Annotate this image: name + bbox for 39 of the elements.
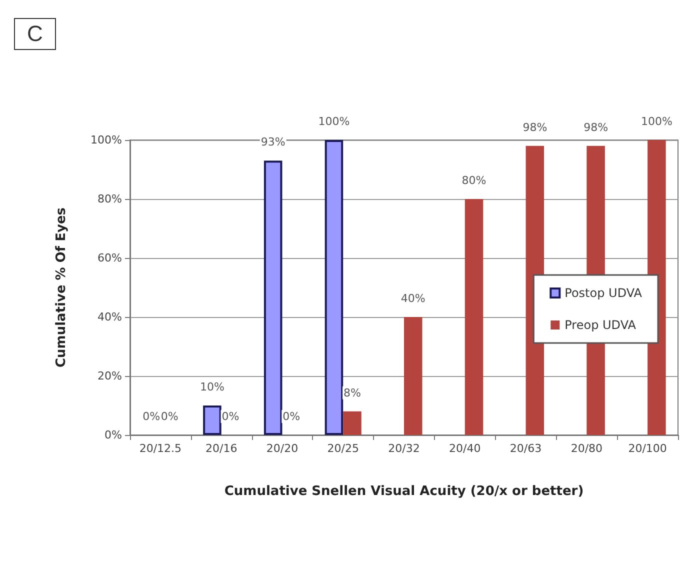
bar [404,317,422,435]
data-label: 100% [318,115,350,128]
data-label: 10% [200,380,224,394]
data-label: 100% [640,115,672,128]
y-tick-label: 80% [98,192,122,206]
x-axis-title: Cumulative Snellen Visual Acuity (20/x or better) [224,484,584,499]
x-tick-label: 20/12.5 [139,442,182,455]
x-tick-label: 20/100 [628,442,667,455]
y-tick-label: 0% [104,428,122,442]
data-label: 98% [584,120,608,134]
legend-label: Preop UDVA [564,318,637,332]
bar [343,411,362,435]
x-tick-label: 20/80 [570,442,603,455]
y-tick-label: 100% [90,134,122,146]
x-tick-label: 20/20 [266,442,298,455]
data-label: 80% [462,174,486,187]
bar [203,406,222,435]
x-tick-label: 20/40 [449,442,481,455]
bar [324,140,344,435]
x-tick-label: 20/63 [510,442,542,455]
y-tick-label: 20% [98,370,122,382]
data-label: 0% [222,410,240,423]
data-label: 0% [282,410,300,423]
x-tick-label: 20/25 [327,442,359,455]
x-tick-label: 20/16 [205,442,238,455]
y-tick-label: 40% [98,310,122,324]
y-axis-title: Cumulative % Of Eyes [54,207,69,368]
data-label: 8% [344,386,361,400]
data-label: 0% [160,410,178,423]
legend-label: Postop UDVA [564,286,643,300]
y-tick-label: 60% [98,252,122,264]
bar [264,160,282,435]
data-label: 98% [522,120,548,134]
data-label: 40% [400,292,426,305]
x-tick-label: 20/32 [388,442,420,455]
data-label: 93% [260,136,286,149]
text: C [14,18,56,50]
bar [464,199,484,435]
data-label: 0% [142,410,160,423]
